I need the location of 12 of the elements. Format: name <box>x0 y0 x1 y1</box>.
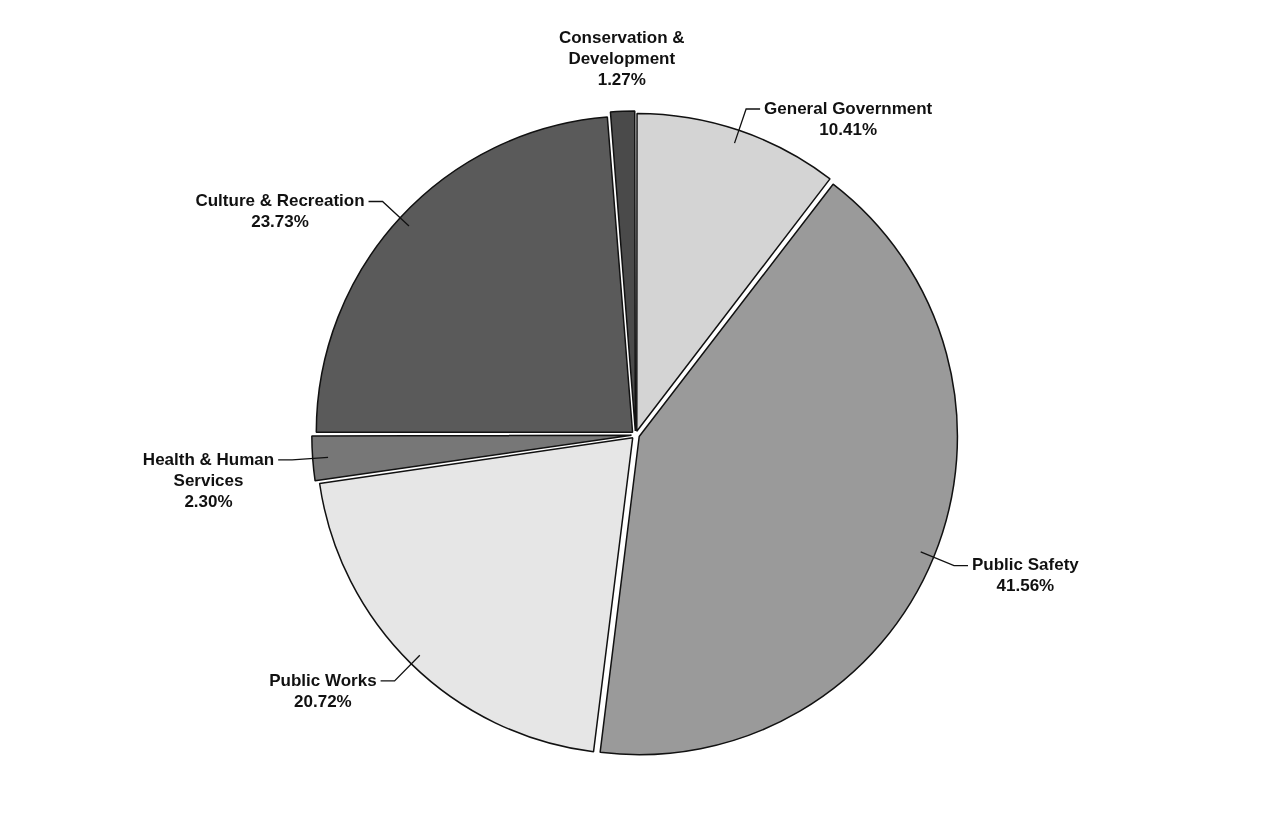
data-label: 41.56% <box>996 576 1055 596</box>
slice-label: General Government <box>764 98 933 118</box>
slice-label: Public Works <box>269 670 377 690</box>
data-label: 23.73% <box>251 212 309 232</box>
data-label: 2.30% <box>184 491 233 511</box>
data-label: 1.27% <box>597 70 646 90</box>
data-label: 10.41% <box>819 119 878 139</box>
slice-label: Culture & Recreation <box>195 191 365 211</box>
slice-label: Health & Human Services <box>142 449 275 490</box>
data-label: 20.72% <box>294 691 352 711</box>
slice-label: Public Safety <box>972 555 1080 575</box>
slice-label: Conservation & Development <box>558 28 685 69</box>
